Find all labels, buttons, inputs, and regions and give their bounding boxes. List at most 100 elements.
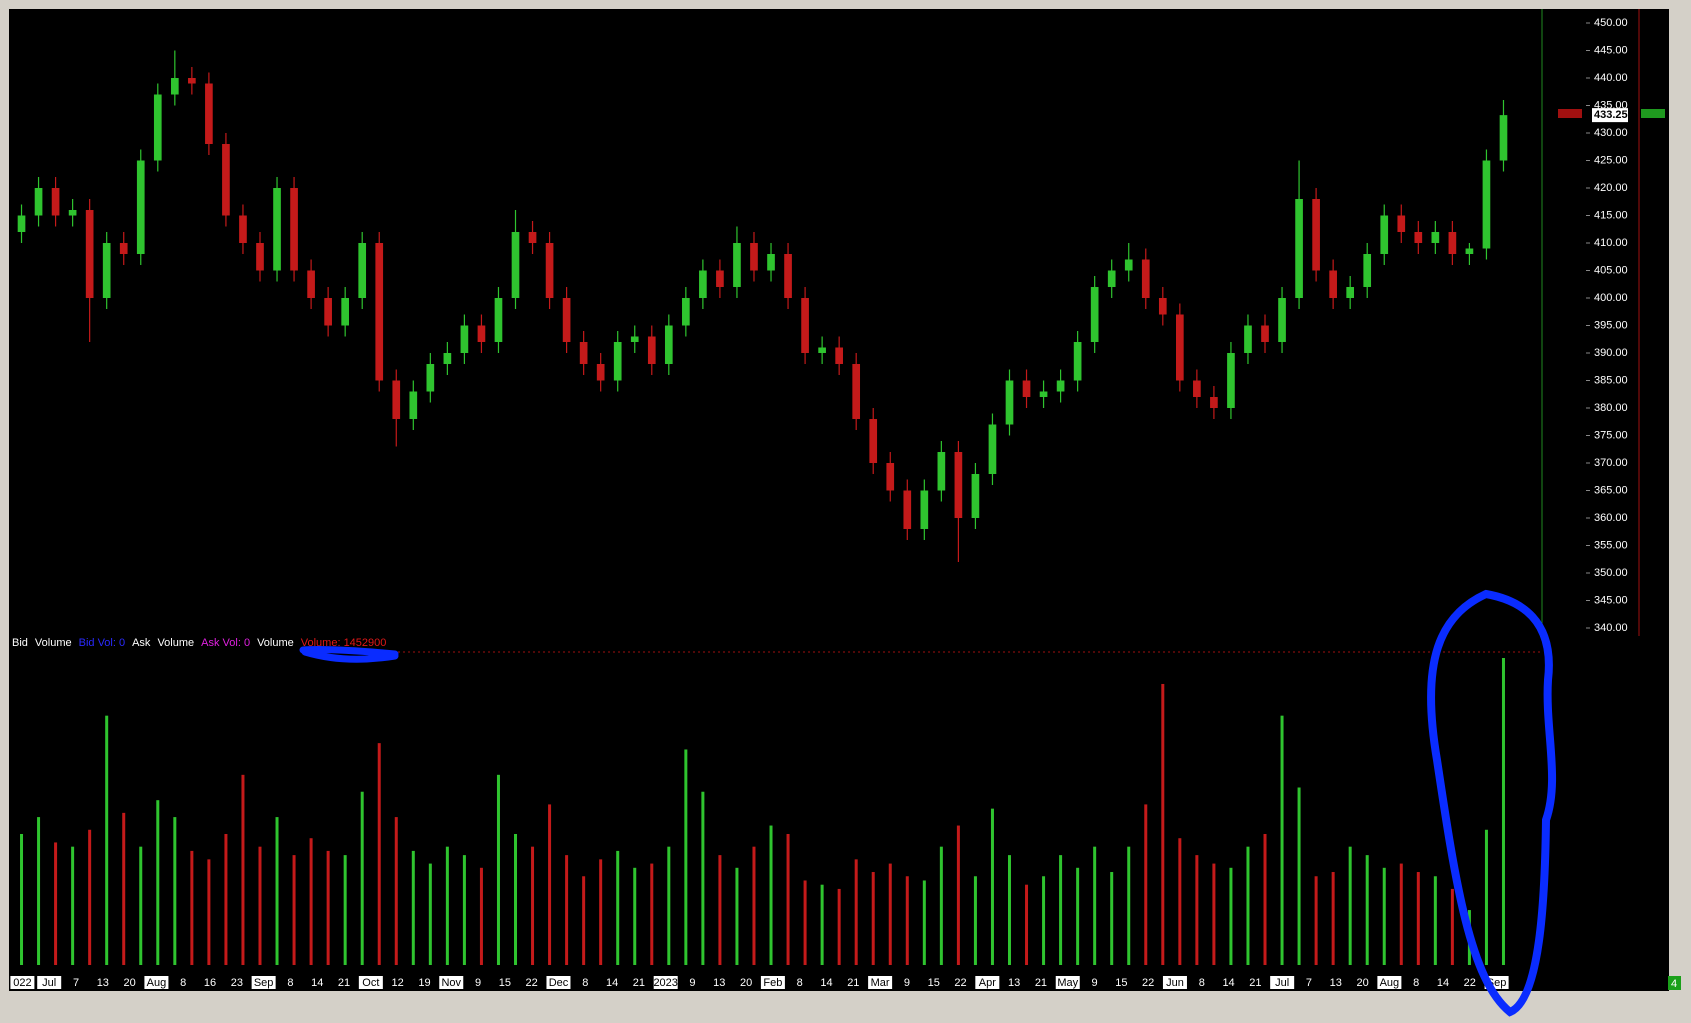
x-tick-box: [653, 976, 678, 989]
volume-bar: [548, 804, 552, 965]
candle-body: [1193, 380, 1201, 397]
volume-bar: [1127, 846, 1131, 965]
volume-bar: [173, 817, 177, 965]
volume-bar: [684, 749, 688, 965]
candle-body: [1039, 391, 1048, 397]
volume-bar: [514, 833, 518, 965]
volume-bar: [309, 838, 313, 965]
y-tick-label: 360.00: [1594, 512, 1628, 524]
candle-body: [409, 391, 418, 419]
candle-body: [767, 254, 775, 271]
x-tick-label: 8: [582, 977, 588, 989]
x-tick-label: 22: [526, 977, 538, 989]
candle-body: [511, 232, 520, 298]
candle-body: [1176, 314, 1184, 381]
candle-body: [1448, 232, 1457, 254]
volume-bar: [207, 859, 211, 965]
plot-area: [9, 9, 1542, 973]
candle-body: [716, 270, 724, 287]
volume-bar: [888, 863, 892, 965]
volume-bar: [71, 846, 75, 965]
x-tick-label: 13: [97, 977, 109, 989]
candle-body: [290, 188, 298, 271]
candle-body: [545, 243, 554, 298]
volume-bar: [786, 833, 790, 965]
volume-bar: [1093, 846, 1097, 965]
y-tick-label: 440.00: [1594, 72, 1628, 84]
y-tick-label: 400.00: [1594, 292, 1628, 304]
volume-bar: [105, 715, 109, 965]
candle-body: [1073, 342, 1082, 381]
x-tick-label: 14: [311, 977, 323, 989]
y-tick-label: 385.00: [1594, 374, 1628, 386]
x-tick-label: 13: [1008, 977, 1020, 989]
panel-badge: 4: [1671, 978, 1677, 990]
volume-bar: [1144, 804, 1148, 965]
volume-bar: [1212, 863, 1216, 965]
candle-body: [1397, 215, 1406, 232]
candle-body: [1295, 199, 1303, 298]
volume-bar: [428, 863, 432, 965]
candle-body: [630, 336, 639, 342]
x-tick-label: Dec: [549, 977, 569, 989]
x-tick-label: Sep: [254, 977, 274, 989]
candle-body: [443, 353, 452, 364]
x-tick-box: [1055, 976, 1080, 989]
x-tick-label: 13: [1330, 977, 1342, 989]
last-price-box: [1592, 108, 1628, 123]
volume-bar: [837, 888, 841, 965]
candle-body: [784, 254, 792, 298]
candle-body: [596, 364, 605, 381]
volume-bar: [377, 743, 381, 965]
candle-body: [1431, 232, 1440, 243]
candle-body: [1363, 254, 1372, 287]
y-tick-label: 340.00: [1594, 622, 1628, 634]
volume-bar: [1007, 855, 1011, 965]
candle-body: [903, 490, 912, 529]
x-tick-label: 13: [713, 977, 725, 989]
y-tick-label: 350.00: [1594, 567, 1628, 579]
candle-body: [136, 160, 145, 254]
candle-body: [1227, 353, 1235, 408]
x-tick-label: 14: [820, 977, 832, 989]
panel-badge-box: [1668, 976, 1681, 990]
x-tick-label: 7: [73, 977, 79, 989]
candle-body: [460, 325, 469, 353]
volume-bar: [1314, 876, 1318, 965]
volume-bar: [1161, 683, 1165, 965]
volume-bar: [1246, 846, 1250, 965]
candle-body: [682, 298, 690, 326]
x-tick-label: 9: [904, 977, 910, 989]
volume-bar: [88, 829, 92, 965]
candle-body: [1056, 380, 1065, 392]
y-tick-label: 365.00: [1594, 484, 1628, 496]
x-tick-label: 19: [418, 977, 430, 989]
legend-item: Volume: [257, 637, 294, 649]
volume-bar: [275, 817, 279, 965]
x-tick-label: Apr: [979, 977, 996, 989]
x-tick-label: 20: [123, 977, 135, 989]
candle-body: [971, 474, 980, 518]
candle-body: [1278, 298, 1286, 342]
y-tick-label: 355.00: [1594, 539, 1628, 551]
candle-body: [188, 78, 196, 84]
volume-bar: [582, 876, 586, 965]
x-tick-box: [1162, 976, 1187, 989]
candle-body: [1346, 287, 1355, 298]
volume-bar: [599, 859, 603, 965]
candle-body: [613, 342, 622, 381]
volume-bar: [922, 880, 926, 965]
y-tick-label: 415.00: [1594, 209, 1628, 221]
candle-body: [51, 188, 60, 216]
x-tick-label: 8: [797, 977, 803, 989]
volume-bar: [752, 846, 756, 965]
volume-bar: [37, 817, 41, 965]
x-tick-label: 14: [1222, 977, 1234, 989]
x-tick-label: 8: [180, 977, 186, 989]
volume-bar: [1484, 829, 1488, 965]
volume-bar: [1382, 867, 1386, 965]
candle-body: [426, 364, 435, 392]
candle-body: [1124, 259, 1133, 271]
x-tick-label: 20: [740, 977, 752, 989]
